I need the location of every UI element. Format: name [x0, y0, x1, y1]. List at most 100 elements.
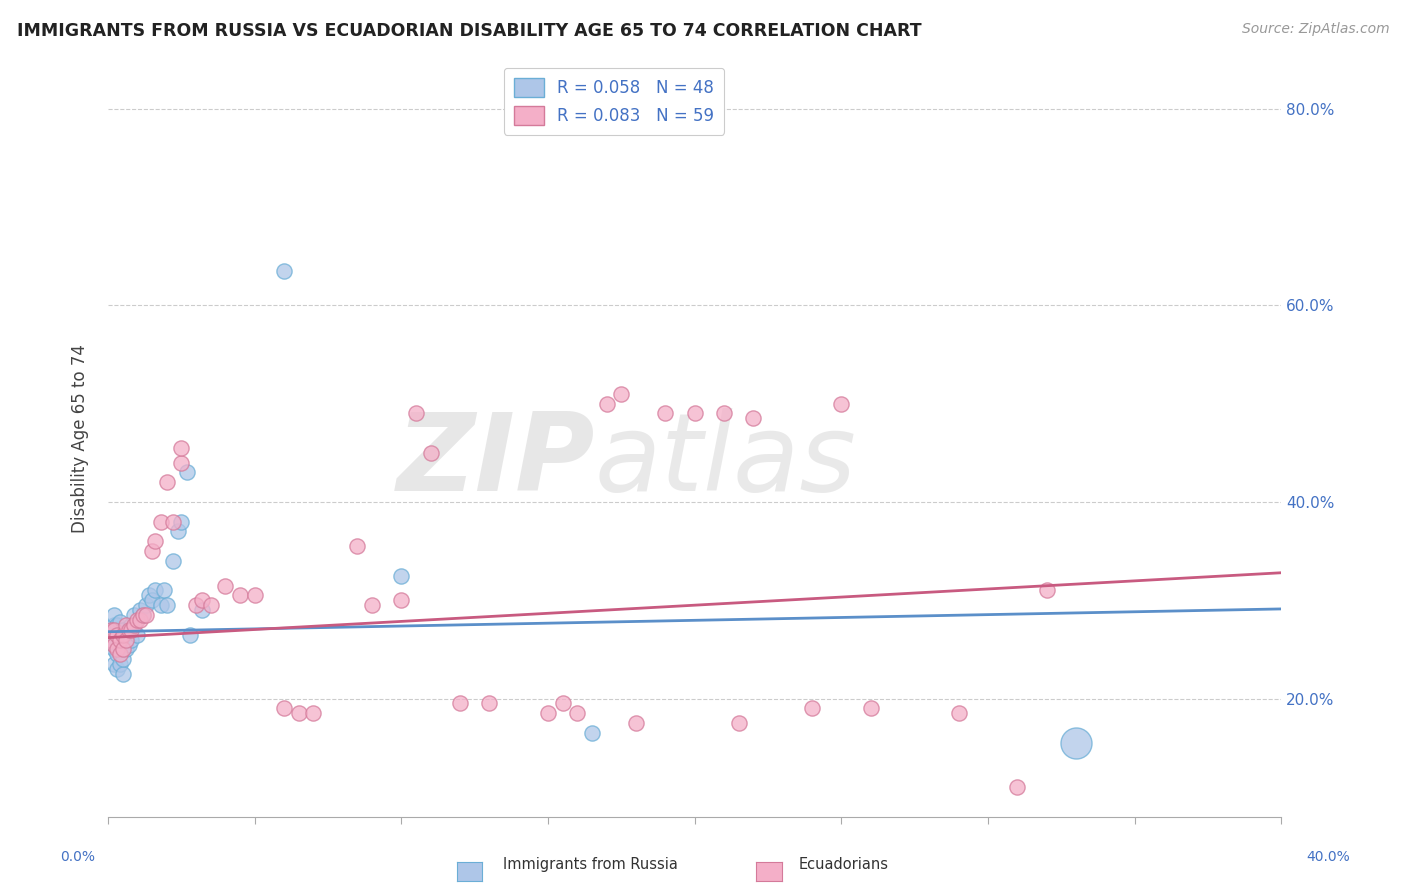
Point — [105, 638, 128, 652]
Point — [948, 706, 970, 721]
Point — [478, 697, 501, 711]
Point — [1064, 736, 1087, 750]
Point — [127, 628, 149, 642]
Point — [179, 628, 201, 642]
Point — [346, 539, 368, 553]
Text: 40.0%: 40.0% — [1306, 850, 1351, 863]
Point — [120, 623, 142, 637]
Point — [624, 716, 647, 731]
Point — [103, 657, 125, 672]
Point — [120, 632, 142, 647]
Point — [361, 598, 384, 612]
Point — [135, 598, 157, 612]
Legend: R = 0.058   N = 48, R = 0.083   N = 59: R = 0.058 N = 48, R = 0.083 N = 59 — [503, 68, 724, 135]
Point — [389, 568, 412, 582]
Point — [830, 397, 852, 411]
Point — [117, 623, 139, 637]
Text: Immigrants from Russia: Immigrants from Russia — [503, 857, 678, 872]
Y-axis label: Disability Age 65 to 74: Disability Age 65 to 74 — [72, 343, 89, 533]
Point — [117, 623, 139, 637]
Point — [156, 598, 179, 612]
Point — [103, 638, 125, 652]
Point — [654, 407, 676, 421]
Point — [551, 697, 574, 711]
Point — [114, 632, 136, 647]
Point — [105, 628, 128, 642]
Text: IMMIGRANTS FROM RUSSIA VS ECUADORIAN DISABILITY AGE 65 TO 74 CORRELATION CHART: IMMIGRANTS FROM RUSSIA VS ECUADORIAN DIS… — [17, 22, 921, 40]
Point — [214, 578, 236, 592]
Point — [141, 544, 163, 558]
Point — [103, 642, 125, 657]
Point — [170, 441, 193, 455]
Point — [727, 716, 749, 731]
Point — [713, 407, 735, 421]
Point — [103, 638, 125, 652]
Point — [124, 617, 146, 632]
Point — [108, 642, 131, 657]
Point — [537, 706, 560, 721]
Point — [105, 648, 128, 662]
Point — [129, 603, 152, 617]
Point — [405, 407, 427, 421]
Point — [100, 623, 122, 637]
Point — [449, 697, 471, 711]
Text: 0.0%: 0.0% — [60, 850, 94, 863]
Point — [167, 524, 190, 539]
Point — [100, 628, 122, 642]
Point — [1007, 780, 1029, 794]
Point — [581, 726, 603, 740]
Point — [184, 598, 207, 612]
Point — [108, 615, 131, 629]
Point — [105, 642, 128, 657]
Point — [200, 598, 222, 612]
Point — [143, 534, 166, 549]
Point — [801, 701, 824, 715]
Text: atlas: atlas — [595, 409, 856, 513]
Point — [191, 603, 214, 617]
Point — [273, 264, 295, 278]
Point — [170, 515, 193, 529]
Point — [127, 613, 149, 627]
Point — [114, 628, 136, 642]
Point — [105, 617, 128, 632]
Point — [108, 631, 131, 645]
Point — [610, 387, 633, 401]
Point — [419, 446, 441, 460]
Point — [114, 642, 136, 657]
Point — [149, 515, 172, 529]
Point — [111, 667, 134, 681]
Point — [162, 515, 184, 529]
Point — [100, 623, 122, 637]
Point — [141, 593, 163, 607]
Text: ZIP: ZIP — [396, 408, 595, 514]
Point — [111, 638, 134, 652]
Point — [162, 554, 184, 568]
Point — [114, 617, 136, 632]
Point — [683, 407, 706, 421]
Point — [103, 607, 125, 622]
Point — [124, 607, 146, 622]
Point — [273, 701, 295, 715]
Point — [191, 593, 214, 607]
Point — [111, 628, 134, 642]
Point — [120, 617, 142, 632]
Point — [132, 607, 155, 622]
Point — [742, 411, 765, 425]
Point — [859, 701, 882, 715]
Point — [108, 632, 131, 647]
Point — [302, 706, 325, 721]
Point — [229, 588, 252, 602]
Point — [132, 607, 155, 622]
Point — [170, 456, 193, 470]
Point — [156, 475, 179, 490]
Point — [1035, 583, 1057, 598]
Point — [111, 623, 134, 637]
Point — [100, 632, 122, 647]
Point — [100, 632, 122, 647]
Point — [389, 593, 412, 607]
Point — [108, 648, 131, 662]
Point — [138, 588, 160, 602]
Point — [129, 613, 152, 627]
Point — [111, 652, 134, 666]
Point — [105, 662, 128, 676]
